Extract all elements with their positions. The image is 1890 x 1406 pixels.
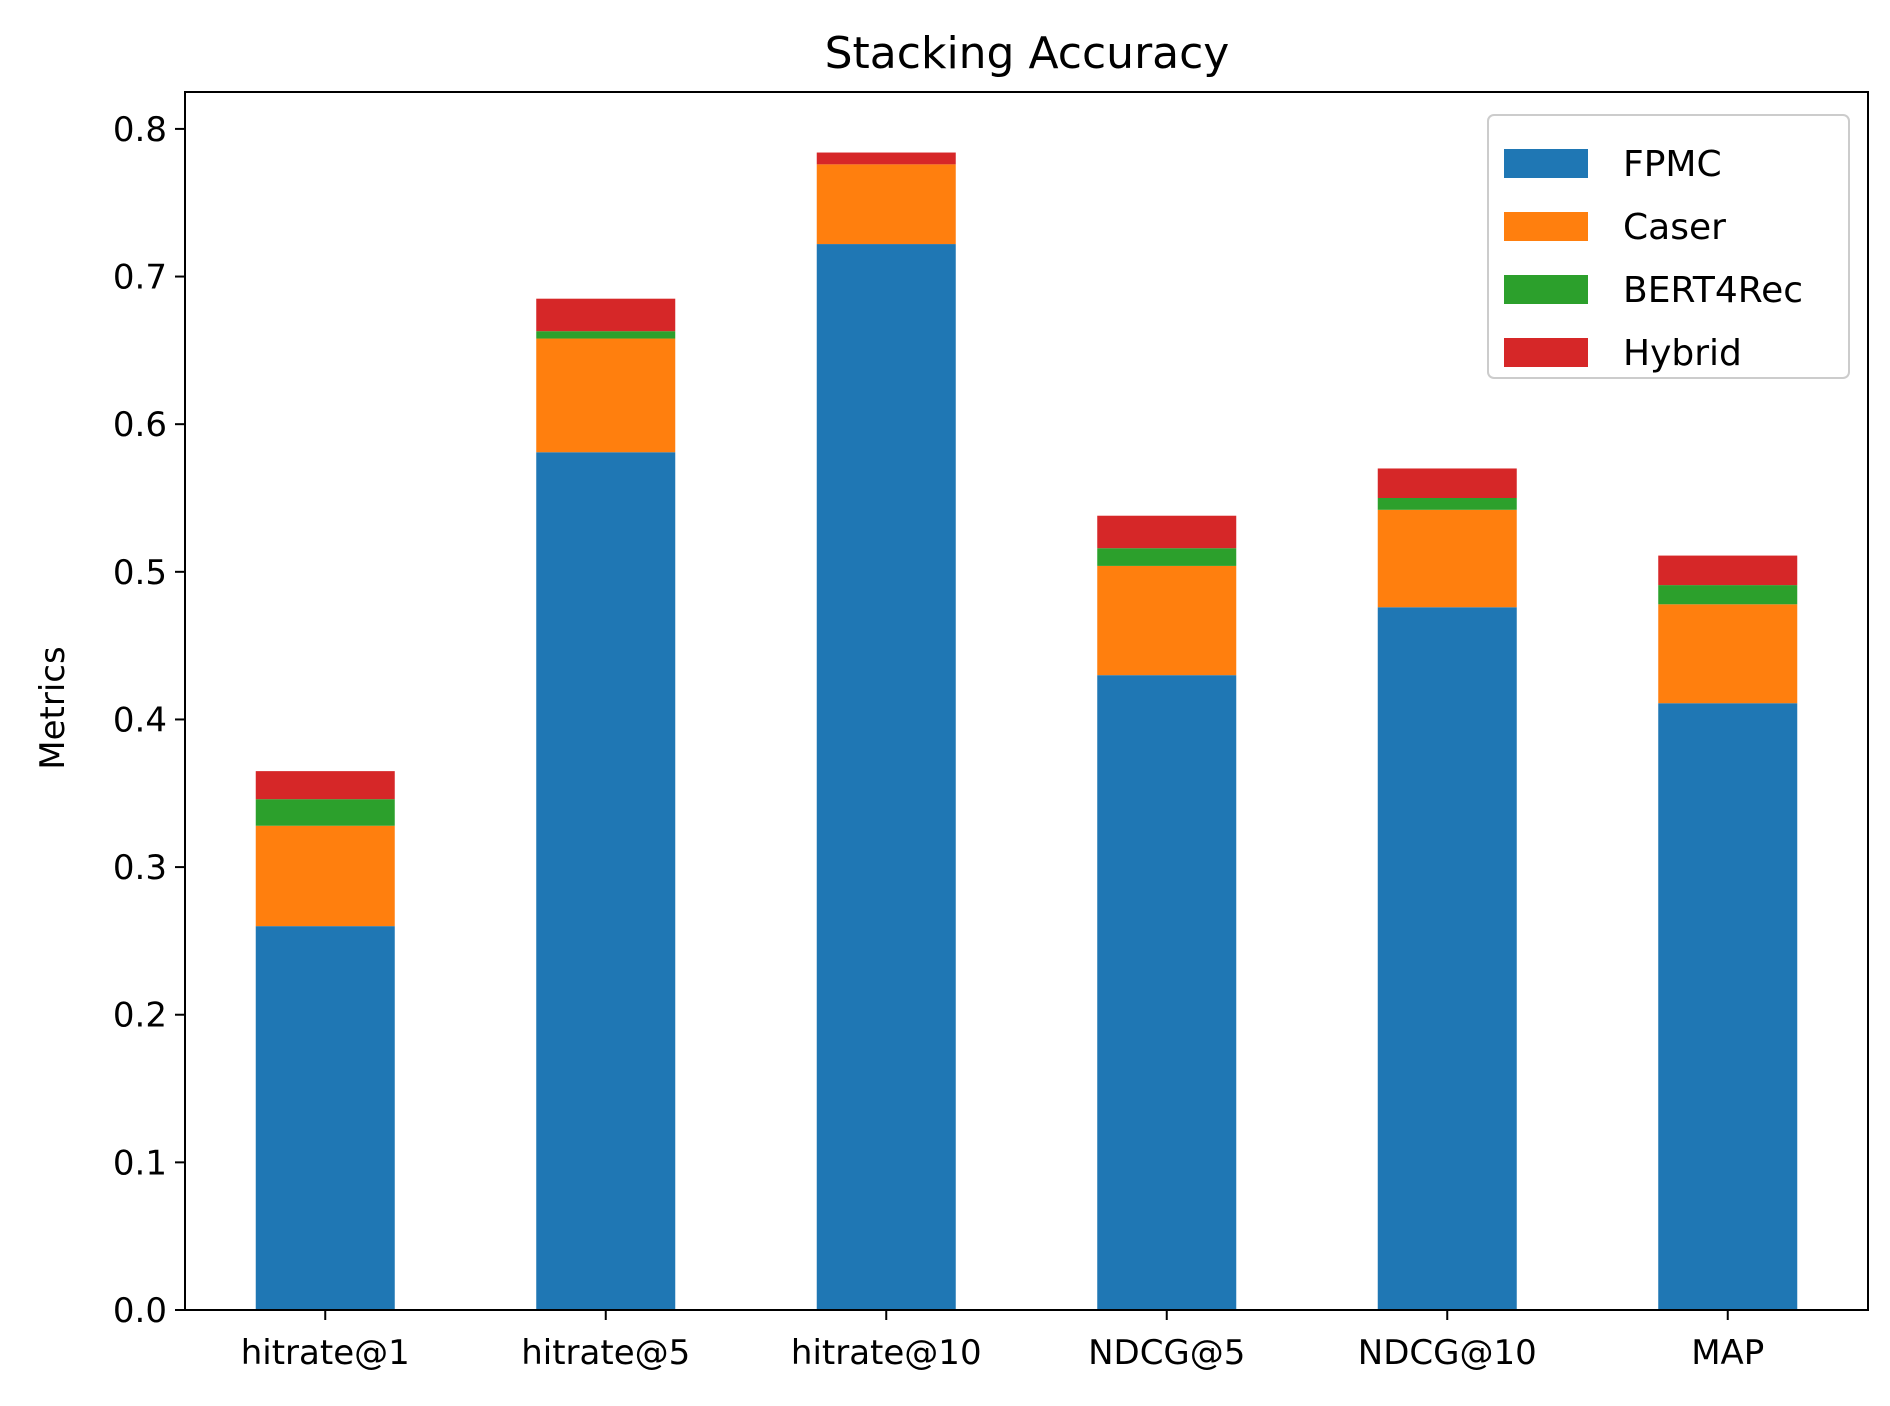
bar-bert4rec-5 bbox=[1377, 498, 1517, 510]
bar-fpmc-4 bbox=[1097, 675, 1237, 1310]
bar-caser-4 bbox=[1097, 565, 1237, 676]
bar-caser-3 bbox=[816, 164, 956, 245]
bar-caser-6 bbox=[1658, 604, 1798, 704]
legend-swatch-caser bbox=[1504, 212, 1588, 241]
bar-hybrid-5 bbox=[1377, 468, 1517, 498]
bar-bert4rec-6 bbox=[1658, 585, 1798, 605]
bar-caser-2 bbox=[536, 338, 676, 453]
y-axis-label: Metrics bbox=[33, 646, 73, 769]
axes-layer: 0.0 0.1 0.2 0.3 0.4 0.5 0.6 0.7 0.8 hitrate@1 hitr… bbox=[113, 91, 1869, 1373]
bar-hybrid-6 bbox=[1658, 555, 1798, 586]
legend: FPMC Caser BERT4Rec Hybrid bbox=[1487, 114, 1850, 379]
y-tick-label: 0.6 bbox=[113, 405, 167, 445]
bars-layer bbox=[255, 152, 1798, 1311]
bar-hybrid-2 bbox=[536, 298, 676, 332]
bar-bert4rec-2 bbox=[536, 331, 676, 339]
plot-frame bbox=[184, 91, 1869, 1311]
legend-swatch-bert4rec bbox=[1504, 275, 1588, 304]
bar-fpmc-1 bbox=[255, 926, 395, 1310]
bar-bert4rec-1 bbox=[255, 799, 395, 826]
legend-label-fpmc: FPMC bbox=[1623, 144, 1722, 185]
x-tick-label: hitrate@5 bbox=[521, 1333, 690, 1373]
y-tick-label: 0.1 bbox=[113, 1143, 167, 1183]
legend-label-caser: Caser bbox=[1623, 207, 1726, 248]
y-tick-label: 0.2 bbox=[113, 996, 167, 1036]
y-tick-label: 0.5 bbox=[113, 553, 167, 593]
bar-hybrid-1 bbox=[255, 771, 395, 800]
bar-hybrid-4 bbox=[1097, 515, 1237, 549]
legend-swatch-hybrid bbox=[1504, 338, 1588, 367]
y-tick-label: 0.7 bbox=[113, 258, 167, 298]
y-tick-label: 0.4 bbox=[113, 700, 167, 740]
y-tick-label: 0.0 bbox=[113, 1291, 167, 1331]
legend-swatch-fpmc bbox=[1504, 149, 1588, 178]
bar-bert4rec-4 bbox=[1097, 548, 1237, 566]
bar-fpmc-2 bbox=[536, 452, 676, 1310]
bar-caser-5 bbox=[1377, 509, 1517, 608]
x-tick-label: NDCG@10 bbox=[1358, 1333, 1537, 1373]
x-tick-label: hitrate@10 bbox=[791, 1333, 982, 1373]
chart-title: Stacking Accuracy bbox=[825, 28, 1230, 79]
legend-label-bert4rec: BERT4Rec bbox=[1623, 270, 1803, 311]
y-tick-label: 0.8 bbox=[113, 110, 167, 150]
bar-caser-1 bbox=[255, 825, 395, 927]
legend-label-hybrid: Hybrid bbox=[1623, 333, 1742, 374]
y-tick-label: 0.3 bbox=[113, 848, 167, 888]
bar-hybrid-3 bbox=[816, 152, 956, 165]
bar-fpmc-5 bbox=[1377, 607, 1517, 1310]
x-tick-label: hitrate@1 bbox=[241, 1333, 410, 1373]
x-tick-label: MAP bbox=[1691, 1333, 1764, 1373]
bar-fpmc-3 bbox=[816, 244, 956, 1311]
bar-fpmc-6 bbox=[1658, 703, 1798, 1310]
x-tick-label: NDCG@5 bbox=[1088, 1333, 1245, 1373]
legend-box bbox=[1487, 114, 1850, 379]
